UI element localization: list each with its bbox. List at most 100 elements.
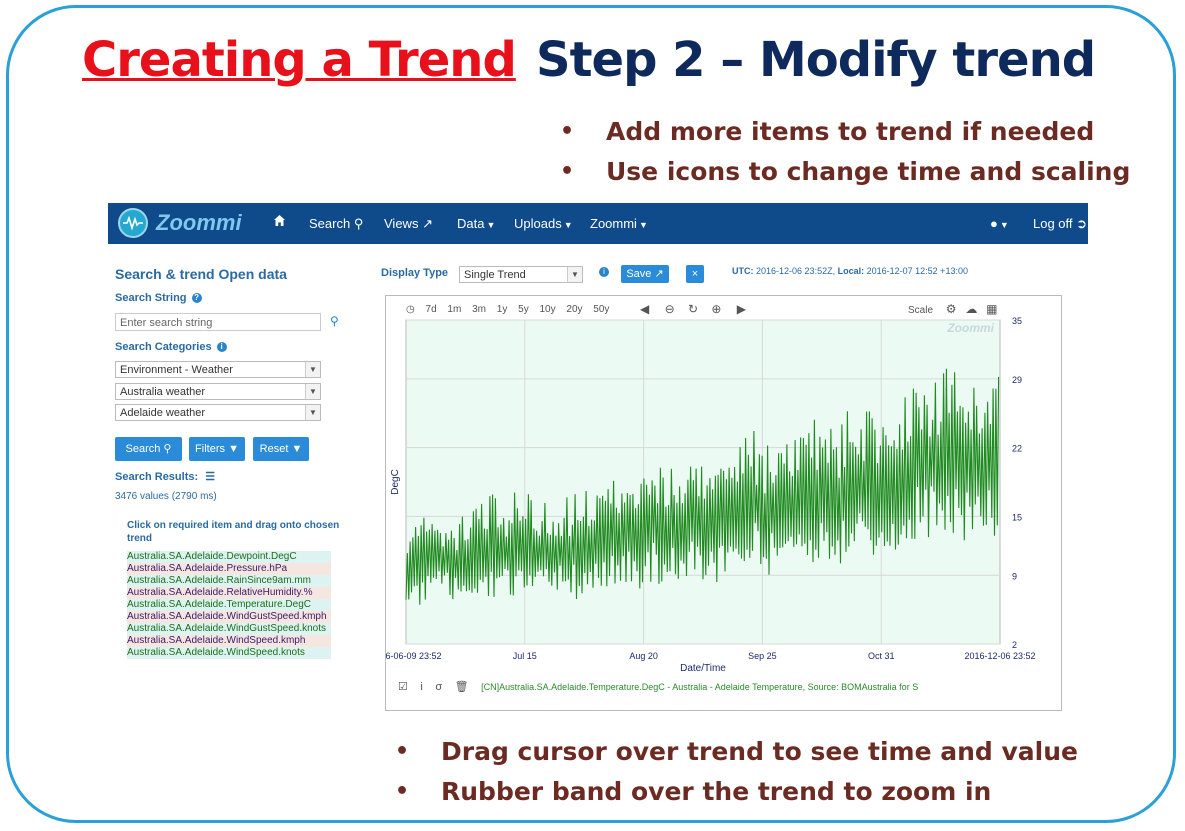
- chart-watermark: Zoommi: [946, 321, 994, 335]
- step-back-icon[interactable]: ◀: [640, 302, 650, 316]
- category-select-2[interactable]: Australia weather ▼: [115, 383, 321, 400]
- info-icon[interactable]: i: [216, 342, 227, 353]
- chevron-down-icon: ▼: [305, 362, 320, 377]
- list-item[interactable]: Australia.SA.Adelaide.Pressure.hPa: [127, 563, 331, 575]
- navbar: Zoommi Search ⚲ Views ↗ Data ▼ Uploads ▼ Z…: [108, 203, 1088, 244]
- search-string-label: Search String?: [115, 292, 202, 304]
- caret-down-icon: ▼: [563, 220, 573, 230]
- nav-data[interactable]: Data ▼: [457, 216, 496, 231]
- bottom-bullet-list: Drag cursor over trend to see time and v…: [395, 732, 1078, 812]
- save-button[interactable]: Save ↗: [621, 265, 669, 283]
- sigma-icon[interactable]: σ: [435, 681, 443, 693]
- gear-icon[interactable]: ⚙: [945, 302, 957, 316]
- sidebar-title: Search & trend Open data: [115, 266, 287, 282]
- display-type-select[interactable]: Single Trend ▼: [459, 266, 583, 283]
- results-list: Australia.SA.Adelaide.Dewpoint.DegC Aust…: [127, 551, 331, 659]
- list-item[interactable]: Australia.SA.Adelaide.WindSpeed.kmph: [127, 635, 331, 647]
- list-item[interactable]: Australia.SA.Adelaide.RelativeHumidity.%: [127, 587, 331, 599]
- filter-icon: ▼: [228, 443, 239, 455]
- home-icon[interactable]: [273, 214, 286, 230]
- top-bullet-list: Add more items to trend if needed Use ic…: [560, 112, 1130, 192]
- close-icon: ×: [691, 268, 699, 280]
- list-item[interactable]: Australia.SA.Adelaide.WindGustSpeed.kmph: [127, 611, 331, 623]
- range-5y[interactable]: 5y: [518, 304, 529, 315]
- slide-frame: [6, 5, 1176, 823]
- y-axis-label: DegC: [390, 469, 401, 495]
- bullet-item: Use icons to change time and scaling: [560, 152, 1130, 192]
- results-count: 3476 values (2790 ms): [115, 491, 217, 502]
- filter-icon: ▼: [291, 443, 303, 455]
- step-forward-icon[interactable]: ▶: [736, 302, 747, 316]
- nav-views[interactable]: Views ↗: [384, 216, 433, 231]
- refresh-icon[interactable]: ↻: [687, 302, 699, 316]
- chevron-down-icon: ▼: [567, 267, 582, 282]
- table-icon[interactable]: ▦: [986, 302, 998, 316]
- nav-zoommi[interactable]: Zoommi ▼: [590, 216, 648, 231]
- caret-down-icon: ▼: [486, 220, 496, 230]
- nav-uploads[interactable]: Uploads ▼: [514, 216, 573, 231]
- scale-button[interactable]: Scale: [908, 305, 934, 316]
- trend-chart-panel: ◷ 7d 1m 3m 1y 5y 10y 20y 50y ◀ ⊖ ↻ ⊕ ▶ S…: [385, 295, 1062, 711]
- info-icon[interactable]: i: [599, 267, 609, 277]
- zoom-out-icon[interactable]: ⊖: [664, 302, 675, 316]
- user-icon: ●: [990, 216, 998, 231]
- search-icon[interactable]: ⚲: [330, 314, 339, 328]
- legend-series-label: [CN]Australia.SA.Adelaide.Temperature.De…: [481, 682, 919, 692]
- chevron-down-icon: ▼: [305, 405, 320, 420]
- list-item[interactable]: Australia.SA.Adelaide.WindSpeed.knots: [127, 647, 331, 659]
- caret-down-icon: ▼: [999, 220, 1009, 230]
- trash-icon[interactable]: 🗑: [454, 681, 469, 693]
- slide-title: Creating a Trend: [82, 32, 517, 88]
- list-item[interactable]: Australia.SA.Adelaide.Temperature.DegC: [127, 599, 331, 611]
- close-button[interactable]: ×: [686, 265, 704, 283]
- help-icon[interactable]: ?: [191, 293, 202, 304]
- chart-legend: ☑ i σ 🗑 [CN]Australia.SA.Adelaide.Temper…: [398, 680, 918, 693]
- y-tick-label: 22: [1012, 444, 1022, 454]
- y-tick-label: 35: [1012, 316, 1022, 326]
- category-select-1[interactable]: Environment - Weather ▼: [115, 361, 321, 378]
- list-item[interactable]: Australia.SA.Adelaide.Dewpoint.DegC: [127, 551, 331, 563]
- x-tick-label: 2016-12-06 23:52: [964, 651, 1035, 661]
- nav-search[interactable]: Search ⚲: [309, 216, 364, 231]
- info-icon[interactable]: i: [420, 681, 423, 693]
- category-select-3[interactable]: Adelaide weather ▼: [115, 404, 321, 421]
- clock-icon[interactable]: ◷: [406, 304, 415, 315]
- user-menu[interactable]: ● ▼: [990, 216, 1009, 231]
- y-tick-label: 29: [1012, 375, 1022, 385]
- caret-down-icon: ▼: [638, 220, 648, 230]
- range-3m[interactable]: 3m: [472, 304, 487, 315]
- chart-icon: ↗: [654, 268, 664, 280]
- x-tick-label: Oct 31: [868, 651, 895, 661]
- series-line: [405, 368, 1000, 605]
- search-button[interactable]: Search ⚲: [115, 437, 182, 461]
- navigation-toolbar: ◀ ⊖ ↻ ⊕ ▶: [640, 302, 746, 316]
- range-1m[interactable]: 1m: [447, 304, 462, 315]
- range-10y[interactable]: 10y: [539, 304, 556, 315]
- checkbox-icon[interactable]: ☑: [398, 681, 408, 693]
- range-20y[interactable]: 20y: [566, 304, 583, 315]
- range-50y[interactable]: 50y: [593, 304, 610, 315]
- search-categories-label: Search Categories i: [115, 341, 227, 353]
- filters-button[interactable]: Filters ▼: [189, 437, 245, 461]
- range-7d[interactable]: 7d: [425, 304, 437, 315]
- zoom-in-icon[interactable]: ⊕: [711, 302, 722, 316]
- x-tick-label: 2016-06-09 23:52: [386, 651, 442, 661]
- search-input[interactable]: Enter search string: [115, 313, 321, 331]
- drag-instruction: Click on required item and drag onto cho…: [127, 520, 340, 544]
- reset-button[interactable]: Reset ▼: [253, 437, 309, 461]
- app-screenshot: Zoommi Search ⚲ Views ↗ Data ▼ Uploads ▼ Z…: [108, 203, 1088, 723]
- list-item[interactable]: Australia.SA.Adelaide.RainSince9am.mm: [127, 575, 331, 587]
- chart-toolbar: ◷ 7d 1m 3m 1y 5y 10y 20y 50y: [406, 304, 617, 315]
- brand[interactable]: Zoommi: [118, 208, 242, 238]
- x-tick-label: Jul 15: [513, 651, 537, 661]
- cloud-upload-icon[interactable]: ☁: [965, 302, 978, 316]
- list-item[interactable]: Australia.SA.Adelaide.WindGustSpeed.knot…: [127, 623, 331, 635]
- logoff-link[interactable]: Log off ➲: [1033, 216, 1088, 231]
- search-icon: ⚲: [353, 216, 364, 231]
- range-1y[interactable]: 1y: [496, 304, 508, 315]
- logout-icon: ➲: [1076, 216, 1088, 231]
- list-icon[interactable]: ☰: [205, 471, 216, 483]
- timestamp: UTC: 2016-12-06 23:52Z, Local: 2016-12-0…: [732, 266, 968, 276]
- brand-name: Zoommi: [156, 210, 242, 235]
